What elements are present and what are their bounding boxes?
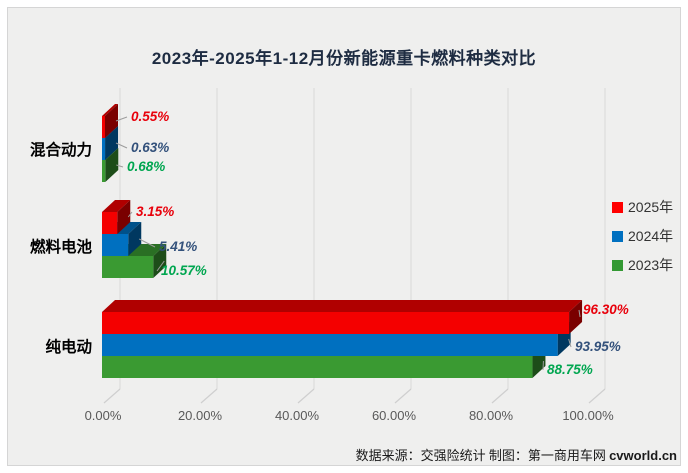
value-label-2023年-纯电动: 88.75% [547,362,593,377]
legend-swatch-2025 [612,201,623,213]
value-label-2023年-燃料电池: 10.57% [161,263,207,278]
leader-line-2024年-燃料电池 [139,238,156,248]
leader-line-2024年-混合动力 [115,142,128,149]
x-tick-60: 60.00% [372,408,417,423]
leader-line-2025年-纯电动 [578,309,581,318]
category-label-hybrid: 混合动力 [30,140,92,159]
value-label-2025年-燃料电池: 3.15% [136,204,174,219]
x-tick-20: 20.00% [178,408,223,423]
x-tick-40: 40.00% [275,408,320,423]
legend-swatch-2023 [612,259,623,271]
x-tick-0: 0.00% [85,408,122,423]
bar-2025年-燃料电池 [102,200,131,234]
legend: 2025年 2024年 2023年 [612,197,673,275]
leader-line-2025年-混合动力 [115,116,128,122]
x-tick-80: 80.00% [469,408,514,423]
axis-tick-2 [297,388,315,404]
legend-item-2024: 2024年 [612,226,673,246]
value-label-2024年-燃料电池: 5.41% [159,239,197,254]
leader-line-2023年-燃料电池 [156,260,165,272]
legend-item-2023: 2023年 [612,255,673,275]
leader-line-2024年-纯电动 [568,338,572,348]
legend-label-2023: 2023年 [628,257,674,273]
leader-line-2023年-混合动力 [116,164,124,168]
footer-source-note: 数据来源：交强险统计 制图：第一商用车网 cvworld.cn [356,445,677,464]
value-label-2024年-纯电动: 93.95% [575,339,621,354]
axis-tick-5 [588,388,606,404]
value-label-2025年-纯电动: 96.30% [583,302,629,317]
leader-line-2025年-燃料电池 [127,211,133,218]
footer-brand: cvworld.cn [609,448,677,463]
value-label-2024年-混合动力: 0.63% [131,140,169,155]
axis-tick-0 [103,388,121,404]
value-labels-layer: 0.55% 0.63% 0.68% 3.15% 5.41% 10.57% 96.30% 93.… [115,109,629,377]
bar-2025年-混合动力 [102,104,118,138]
value-label-2023年-混合动力: 0.68% [127,159,165,174]
axis-tick-3 [394,388,412,404]
bar-2025年-纯电动 [102,300,583,334]
chart-title: 2023年-2025年1-12月份新能源重卡燃料种类对比 [151,49,537,68]
category-label-electric: 纯电动 [45,337,92,356]
legend-item-2025: 2025年 [612,197,673,217]
value-label-2025年-混合动力: 0.55% [131,109,169,124]
axis-tick-4 [491,388,509,404]
bars-layer [102,104,583,378]
legend-label-2024: 2024年 [628,228,674,244]
footer-text: 数据来源：交强险统计 制图：第一商用车网 [355,448,606,463]
x-tick-100: 100.00% [562,408,614,423]
category-label-fuelcell: 燃料电池 [30,237,93,256]
legend-label-2025: 2025年 [628,199,674,215]
axis-tick-1 [200,388,218,404]
legend-swatch-2024 [612,230,623,242]
